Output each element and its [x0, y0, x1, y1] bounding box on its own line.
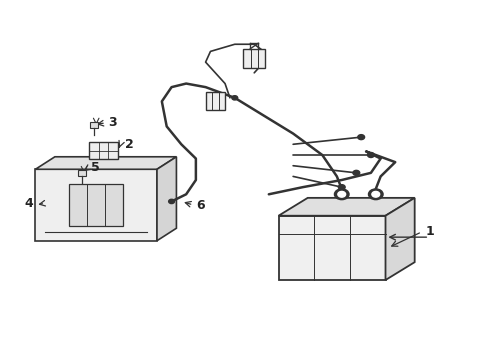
Circle shape	[334, 189, 348, 200]
Polygon shape	[35, 169, 157, 241]
Polygon shape	[278, 198, 414, 216]
Text: 1: 1	[425, 225, 433, 238]
Bar	[89, 143, 118, 158]
Circle shape	[368, 189, 382, 200]
Circle shape	[168, 199, 174, 203]
Circle shape	[338, 185, 345, 190]
Text: 5: 5	[91, 161, 100, 174]
Text: 6: 6	[196, 198, 204, 212]
Circle shape	[337, 192, 345, 197]
Circle shape	[352, 170, 359, 175]
Text: 4: 4	[25, 197, 33, 210]
Polygon shape	[35, 157, 176, 169]
Bar	[78, 170, 85, 176]
Text: 2: 2	[125, 138, 134, 151]
Polygon shape	[278, 216, 385, 280]
Circle shape	[371, 192, 379, 197]
Polygon shape	[385, 198, 414, 280]
Bar	[90, 122, 98, 128]
Text: 3: 3	[108, 116, 117, 129]
Circle shape	[367, 153, 373, 157]
Polygon shape	[157, 157, 176, 241]
Bar	[243, 49, 264, 68]
Circle shape	[231, 96, 237, 100]
Bar	[69, 184, 122, 226]
Circle shape	[357, 135, 364, 140]
Bar	[205, 93, 224, 111]
